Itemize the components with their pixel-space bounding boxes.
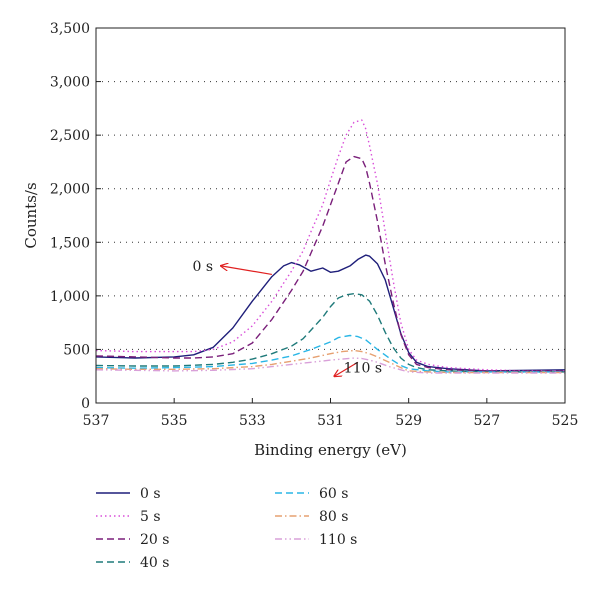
- y-tick-label: 2,500: [50, 128, 90, 144]
- series-line: [95, 349, 565, 374]
- legend-label: 20 s: [140, 532, 169, 548]
- x-axis: 537 535 533 531 529 527 525: [83, 398, 579, 429]
- y-tick-label: 1,500: [50, 235, 90, 251]
- x-tick-label: 537: [83, 413, 110, 429]
- y-tick-label: 3,500: [50, 21, 90, 37]
- series-line: [95, 334, 565, 373]
- x-tick-label: 531: [317, 413, 344, 429]
- annotation-label: 110 s: [344, 360, 382, 376]
- y-tick-label: 2,000: [50, 182, 90, 198]
- annotation-arrow: [334, 361, 359, 376]
- series-line: [95, 254, 566, 372]
- series-line: [95, 357, 565, 374]
- y-tick-label: 500: [63, 342, 90, 358]
- legend-label: 80 s: [319, 509, 348, 525]
- series-line: [95, 119, 565, 372]
- series-line: [95, 155, 565, 372]
- annotations: 0 s 110 s: [193, 259, 382, 376]
- legend-label: 40 s: [140, 555, 169, 571]
- y-tick-label: 1,000: [50, 289, 90, 305]
- annotation-label: 0 s: [193, 259, 214, 275]
- legend-label: 110 s: [319, 532, 357, 548]
- y-tick-label: 3,000: [50, 75, 90, 91]
- y-tick-label: 0: [81, 396, 90, 412]
- plot-frame: [95, 27, 566, 404]
- x-tick-label: 525: [552, 413, 579, 429]
- legend-label: 60 s: [319, 486, 348, 502]
- series-lines: [95, 119, 566, 374]
- x-tick-label: 533: [239, 413, 266, 429]
- y-axis-title: Counts/s: [22, 182, 40, 248]
- grid: [96, 81, 565, 350]
- x-tick-label: 527: [473, 413, 500, 429]
- legend-label: 5 s: [140, 509, 161, 525]
- annotation-arrow: [221, 266, 272, 276]
- y-axis: 0 500 1,000 1,500 2,000 2,500 3,000 3,500: [50, 21, 101, 412]
- legend-label: 0 s: [140, 486, 161, 502]
- x-axis-title: Binding energy (eV): [254, 441, 407, 459]
- legend: 0 s 5 s 20 s 40 s 60 s 80 s 110 s: [96, 486, 357, 571]
- series-line: [95, 293, 565, 373]
- x-tick-label: 535: [161, 413, 188, 429]
- x-tick-label: 529: [395, 413, 422, 429]
